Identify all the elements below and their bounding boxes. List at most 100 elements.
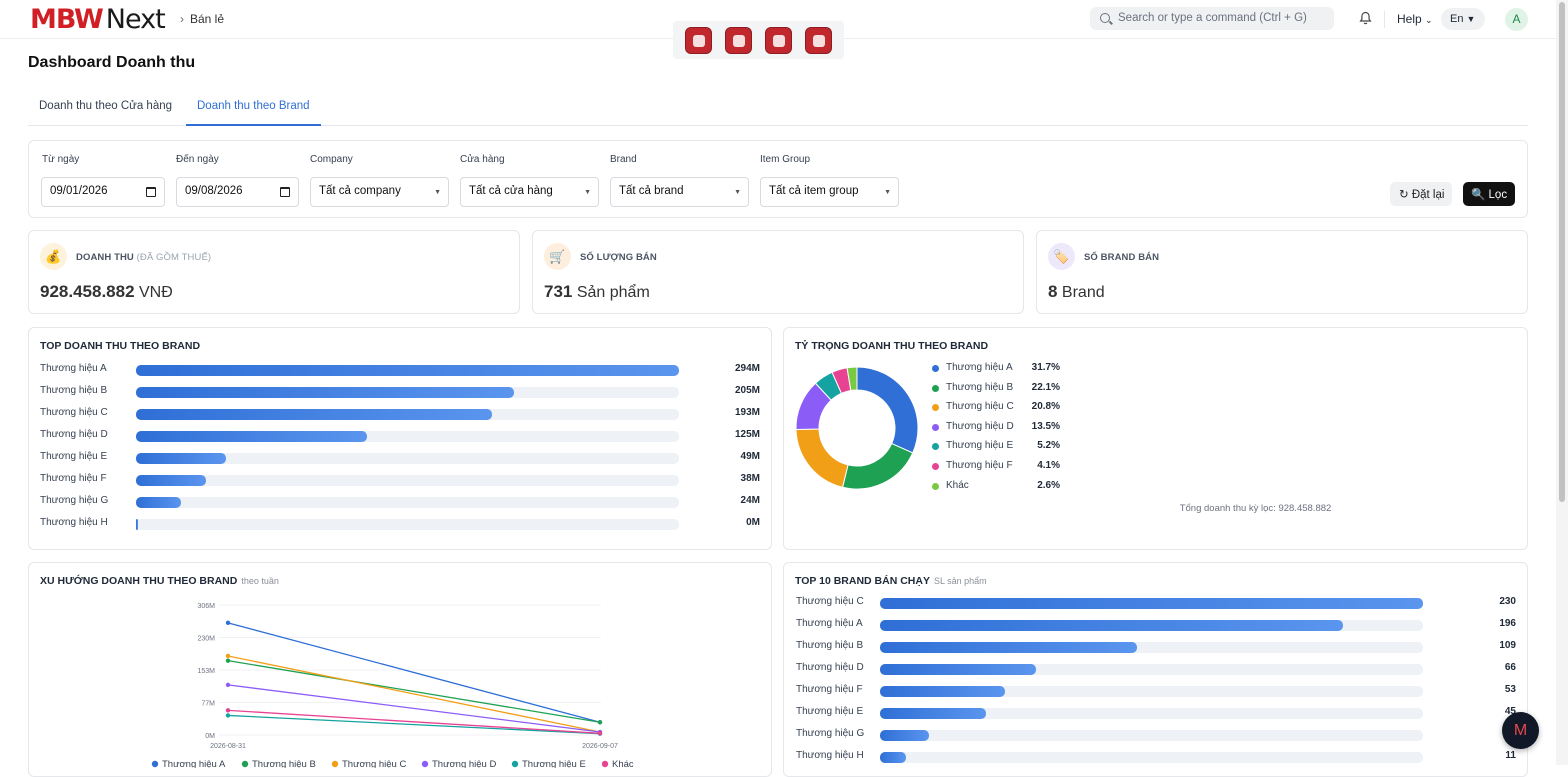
bar-row: Thương hiệu F 53 xyxy=(796,681,1516,703)
legend-name: Thương hiệu A xyxy=(946,362,1013,373)
top-revenue-card: TOP DOANH THU THEO BRAND Thương hiệu A 29… xyxy=(28,327,772,550)
bar-value: 230 xyxy=(1499,596,1516,607)
bar-label: Thương hiệu F xyxy=(40,473,107,484)
kpi-sublabel: (ĐÃ GỒM THUẾ) xyxy=(136,252,212,263)
bar-label: Thương hiệu F xyxy=(796,684,863,695)
bar-value: 66 xyxy=(1504,662,1516,673)
kpi-value: 731 Sản phẩm xyxy=(544,282,650,302)
bar-row: Thương hiệu G 24M xyxy=(40,492,760,514)
bar-value: 38M xyxy=(740,473,760,484)
bar-label: Thương hiệu C xyxy=(40,407,108,418)
bar-track xyxy=(880,642,1423,653)
bell-icon[interactable] xyxy=(1359,11,1372,28)
legend-dot xyxy=(932,384,939,392)
bar-label: Thương hiệu B xyxy=(40,385,108,396)
search-input[interactable]: Search or type a command (Ctrl + G) xyxy=(1090,7,1334,30)
store-app-icon[interactable] xyxy=(804,26,832,54)
legend-dot xyxy=(932,482,939,490)
from-date-field[interactable]: 09/01/2026 xyxy=(41,177,165,207)
reset-button[interactable]: ↻ Đặt lại xyxy=(1390,182,1452,206)
kpi-label: SỐ BRAND BÁN xyxy=(1084,252,1160,263)
legend-dot xyxy=(932,423,939,431)
brand-label: Brand xyxy=(610,154,637,165)
retail-app-icon[interactable] xyxy=(685,26,713,54)
bar-fill xyxy=(136,475,207,486)
caret-down-icon: ▼ xyxy=(584,189,591,196)
legend-dot xyxy=(241,760,249,768)
filter-panel: Từ ngày 09/01/2026 Đến ngày 09/08/2026 C… xyxy=(28,140,1528,218)
calendar-icon xyxy=(280,187,290,197)
bar-label: Thương hiệu C xyxy=(796,596,864,607)
series-point xyxy=(225,713,231,718)
avatar[interactable]: A xyxy=(1505,8,1528,31)
y-tick-label: 0M xyxy=(205,733,215,740)
language-select[interactable]: En ▼ xyxy=(1441,8,1485,30)
brand-select[interactable]: Tất cả brand ▼ xyxy=(610,177,749,207)
tab-bar: Doanh thu theo Cửa hàng Doanh thu theo B… xyxy=(28,96,1528,126)
legend-pct: 2.6% xyxy=(1037,479,1060,491)
bar-value: 205M xyxy=(734,385,760,396)
legend-dot xyxy=(511,760,519,768)
legend-label: Thương hiệu C xyxy=(342,759,406,768)
card-title: TOP 10 BRAND BÁN CHẠY SL sản phẩm xyxy=(795,575,987,587)
breadcrumb-item[interactable]: Bán lẻ xyxy=(190,12,225,26)
bar-value: 193M xyxy=(734,407,760,418)
bar-value: 196 xyxy=(1499,618,1516,629)
bar-track xyxy=(880,752,1423,763)
legend-name: Khác xyxy=(946,479,969,491)
donut-slice xyxy=(846,366,858,392)
bar-fill xyxy=(880,664,1036,675)
page-scrollbar[interactable] xyxy=(1556,0,1568,765)
team-app-icon[interactable] xyxy=(764,26,792,54)
tab-brand-revenue[interactable]: Doanh thu theo Brand xyxy=(186,100,321,126)
legend-pct: 5.2% xyxy=(1037,440,1060,452)
kpi-revenue-card: 💰 DOANH THU (ĐÃ GỒM THUẾ) 928.458.882 VN… xyxy=(28,230,520,314)
app-logo[interactable]: MBW Next xyxy=(30,3,166,35)
pos-app-icon[interactable] xyxy=(725,26,753,54)
kpi-number: 731 xyxy=(544,282,573,301)
bar-row: Thương hiệu B 109 xyxy=(796,637,1516,659)
series-line xyxy=(227,622,601,723)
bar-track xyxy=(136,453,679,464)
bar-value: 109 xyxy=(1499,640,1516,651)
filter-label: Lọc xyxy=(1488,189,1508,201)
store-select[interactable]: Tất cả cửa hàng ▼ xyxy=(460,177,599,207)
company-value: Tất cả company xyxy=(319,185,401,197)
to-date-field[interactable]: 09/08/2026 xyxy=(176,177,299,207)
tab-store-revenue[interactable]: Doanh thu theo Cửa hàng xyxy=(39,100,173,112)
bar-label: Thương hiệu E xyxy=(796,706,864,717)
money-bag-icon: 💰 xyxy=(40,243,67,270)
bar-value: 125M xyxy=(734,429,760,440)
bar-label: Thương hiệu A xyxy=(40,363,107,374)
kpi-value: 8 Brand xyxy=(1048,282,1105,302)
logo-mbw: MBW xyxy=(30,3,104,35)
card-subtitle: theo tuần xyxy=(241,576,279,586)
bar-fill xyxy=(136,519,139,530)
kpi-label: DOANH THU (ĐÃ GỒM THUẾ) xyxy=(76,252,211,263)
store-value: Tất cả cửa hàng xyxy=(469,185,553,197)
cart-icon: 🛒 xyxy=(544,243,571,270)
legend-label: Thương hiệu E xyxy=(522,759,586,768)
scrollbar-thumb[interactable] xyxy=(1559,2,1565,502)
top-navbar: MBW Next › Bán lẻ Search or type a comman… xyxy=(0,0,1556,59)
floating-chat-button[interactable]: M xyxy=(1502,712,1539,749)
legend-dot xyxy=(932,404,939,412)
card-subtitle: SL sản phẩm xyxy=(933,576,987,586)
from-date-value: 09/01/2026 xyxy=(50,185,108,197)
company-select[interactable]: Tất cả company ▼ xyxy=(310,177,449,207)
breadcrumb[interactable]: › Bán lẻ xyxy=(180,12,224,26)
bar-label: Thương hiệu G xyxy=(40,495,109,506)
language-label: En xyxy=(1450,13,1464,25)
help-menu[interactable]: Help ⌄ xyxy=(1397,12,1433,26)
item-group-select[interactable]: Tất cả item group ▼ xyxy=(760,177,899,207)
bar-track xyxy=(880,686,1423,697)
filter-button[interactable]: 🔍 Lọc xyxy=(1463,182,1515,206)
from-date-label: Từ ngày xyxy=(42,154,80,165)
tag-icon: 🏷️ xyxy=(1048,243,1075,270)
bar-fill xyxy=(136,431,367,442)
series-point xyxy=(225,653,231,659)
bar-label: Thương hiệu D xyxy=(796,662,864,673)
card-title-text: XU HƯỚNG DOANH THU THEO BRAND xyxy=(40,575,238,587)
bar-track xyxy=(136,365,679,376)
bar-fill xyxy=(880,730,929,741)
